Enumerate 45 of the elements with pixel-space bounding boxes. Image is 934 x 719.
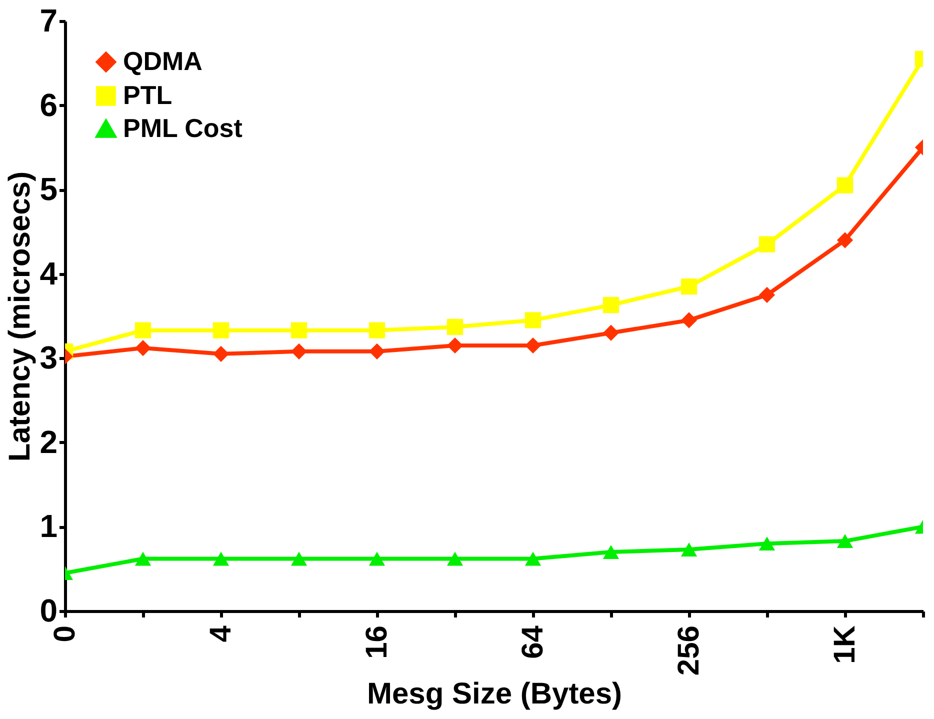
point (602, 296, 620, 314)
point (368, 322, 386, 338)
point (758, 536, 776, 551)
legend-label: PTL (123, 80, 172, 110)
x-tick-label: 16 (360, 626, 394, 659)
x-tick-label: 4 (204, 625, 238, 642)
y-tick-label: 6 (40, 86, 58, 123)
x-tick-label: 1K (828, 625, 862, 664)
point (290, 343, 308, 360)
point (680, 312, 698, 328)
point (134, 552, 152, 566)
point (212, 552, 230, 566)
point (212, 322, 230, 338)
point (290, 322, 308, 338)
legend-label: PML Cost (123, 113, 243, 143)
y-tick-label: 4 (40, 255, 58, 292)
point (602, 324, 620, 341)
point (836, 534, 854, 548)
y-tick-label: 3 (40, 340, 58, 376)
y-tick-label: 2 (40, 424, 58, 460)
point (836, 177, 854, 194)
point (446, 318, 464, 336)
point (368, 343, 386, 360)
x-tick-label: 64 (516, 625, 550, 659)
y-tick-label: 1 (40, 508, 58, 544)
point (524, 312, 542, 328)
point (524, 552, 542, 566)
point (758, 236, 776, 252)
point (446, 552, 464, 566)
point (680, 542, 698, 556)
x-axis-title: Mesg Size (Bytes) (366, 678, 622, 711)
point (758, 286, 776, 303)
y-axis-title: Latency (microsecs) (4, 171, 37, 462)
point (680, 278, 698, 295)
x-tick-label: 256 (672, 626, 706, 676)
point (602, 545, 620, 559)
y-tick-label: 7 (40, 2, 58, 38)
legend-label: QDMA (123, 46, 203, 76)
y-tick-label: 5 (40, 171, 58, 208)
point (290, 552, 308, 566)
point (368, 552, 386, 566)
point (212, 346, 230, 362)
point (134, 322, 152, 338)
point (836, 232, 854, 248)
point (134, 340, 152, 356)
